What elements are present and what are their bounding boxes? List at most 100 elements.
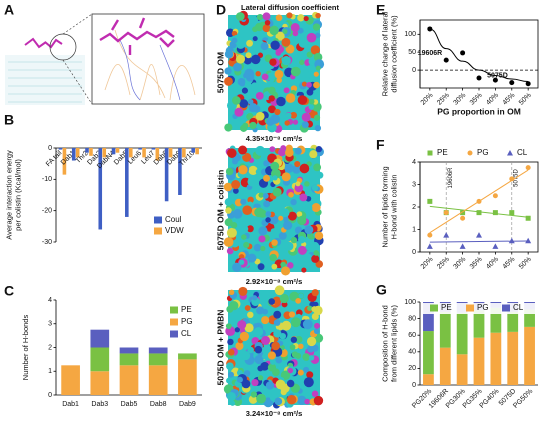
legend-swatch: [170, 318, 178, 326]
atom: [292, 119, 299, 125]
atom: [311, 312, 319, 321]
bar-segment: [148, 365, 168, 395]
atom: [292, 30, 299, 37]
panel-label: A: [4, 2, 14, 18]
x-tick-label: Dab1: [62, 401, 79, 408]
atom: [287, 211, 297, 221]
atom: [230, 400, 236, 406]
atom: [238, 145, 248, 155]
atom: [298, 38, 309, 48]
x-tick-label: Dab5: [121, 401, 138, 408]
atom: [247, 201, 253, 207]
atom: [256, 13, 264, 21]
atom: [303, 377, 314, 388]
atom: [235, 341, 244, 351]
point: [459, 243, 466, 249]
point: [427, 232, 433, 238]
bar-segment: [490, 332, 502, 385]
atom: [252, 26, 258, 33]
atom: [238, 286, 248, 296]
bar-segment: [524, 309, 535, 327]
bar: [155, 148, 160, 161]
point: [427, 26, 433, 32]
x-tick-label: 35%: [469, 92, 484, 107]
legend-swatch: [154, 227, 162, 235]
atom: [288, 191, 294, 198]
bar-segment: [90, 371, 110, 395]
atom: [254, 207, 264, 218]
marker-label: 19606R: [448, 167, 454, 189]
atom: [284, 120, 290, 126]
atom: [224, 218, 233, 227]
bar: [125, 148, 129, 217]
atom: [252, 36, 258, 42]
atom: [251, 378, 259, 387]
atom: [244, 305, 251, 311]
legend-label: PE: [437, 148, 448, 157]
atom: [226, 247, 234, 255]
legend-swatch: [170, 330, 178, 338]
atom: [275, 31, 285, 41]
atom: [231, 180, 241, 190]
y-axis-label: from different lipids (%): [389, 305, 398, 382]
atom: [239, 259, 245, 265]
atom: [275, 379, 286, 390]
atom: [281, 320, 292, 331]
legend-swatch: [154, 216, 162, 224]
bar: [151, 148, 156, 150]
atom: [286, 12, 293, 19]
bar-segment: [439, 347, 451, 385]
y-tick-label: 0: [48, 145, 52, 152]
bar: [164, 148, 169, 202]
atom: [304, 225, 314, 235]
atom: [256, 306, 265, 315]
y-tick-label: 0: [412, 382, 416, 389]
point: [426, 243, 433, 249]
atom: [313, 250, 320, 256]
atom: [231, 30, 238, 37]
atom: [271, 239, 278, 246]
atom: [306, 32, 317, 43]
atom: [316, 171, 324, 179]
atom: [265, 211, 272, 217]
annotation: 19606R: [418, 50, 443, 57]
atom: [283, 220, 293, 231]
atom: [265, 381, 275, 390]
atom: [232, 188, 239, 194]
atom: [253, 243, 262, 252]
bar: [71, 148, 76, 161]
atom: [290, 111, 298, 119]
atom: [226, 227, 237, 238]
atom: [262, 193, 269, 199]
atom: [290, 317, 301, 328]
atom: [308, 104, 315, 110]
atom: [231, 37, 238, 44]
atom: [230, 222, 238, 229]
atom: [238, 165, 248, 175]
lipid-lines: [8, 61, 82, 103]
atom: [241, 234, 247, 240]
snapshot: [223, 285, 324, 409]
atom: [304, 203, 313, 212]
atom: [313, 163, 322, 172]
atom: [273, 319, 281, 326]
atom: [283, 87, 290, 94]
y-tick-label: 80: [408, 315, 416, 322]
y-axis-label: H-bond with colistin: [389, 174, 398, 239]
atom: [301, 112, 311, 122]
legend-bg: [422, 303, 536, 314]
atom: [303, 16, 309, 22]
atom: [247, 196, 254, 204]
atom: [311, 390, 319, 398]
atom: [248, 395, 258, 404]
x-tick-label: 50%: [518, 256, 533, 271]
atom: [311, 242, 320, 251]
y-axis-label: per colistin (Kcal/mol): [13, 159, 22, 231]
bar: [195, 148, 199, 155]
y-tick-label: 4: [412, 159, 416, 166]
bar: [111, 148, 116, 155]
y-tick-label: 2: [48, 344, 52, 351]
atom: [272, 187, 282, 197]
atom: [270, 359, 276, 365]
atom: [261, 335, 271, 345]
